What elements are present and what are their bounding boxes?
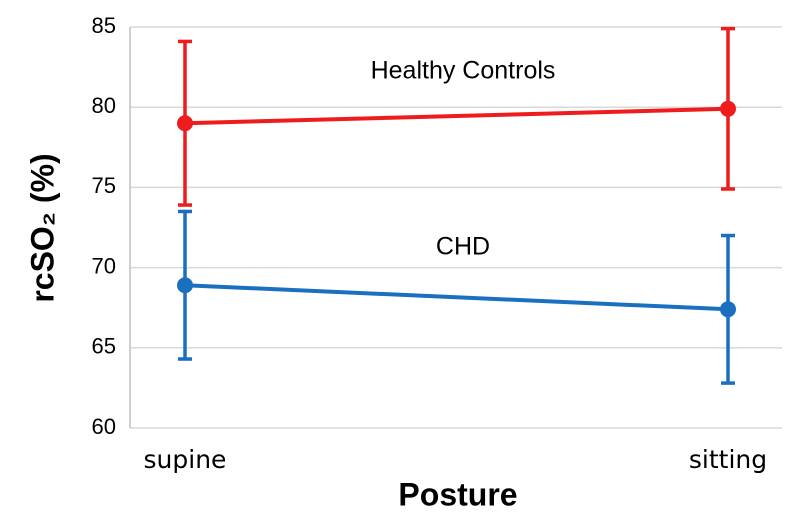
x-tick-label: supine <box>144 445 227 474</box>
point <box>720 100 736 117</box>
y-tick-label: 80 <box>92 93 116 118</box>
point <box>720 301 736 318</box>
x-axis-label: Posture <box>398 476 517 512</box>
x-tick-label: sitting <box>689 445 767 474</box>
y-tick-label: 75 <box>92 173 116 198</box>
y-tick-label: 65 <box>92 334 116 359</box>
y-tick-label: 85 <box>92 13 116 38</box>
y-tick-label: 60 <box>92 414 116 439</box>
y-tick-label: 70 <box>92 253 116 278</box>
point <box>177 277 193 294</box>
point <box>177 115 193 132</box>
series-label: Healthy Controls <box>371 57 556 85</box>
series-line <box>184 106 729 126</box>
series-label: CHD <box>436 233 490 261</box>
y-axis-label: rcSO₂ (%) <box>24 153 60 302</box>
series-line <box>184 283 729 312</box>
